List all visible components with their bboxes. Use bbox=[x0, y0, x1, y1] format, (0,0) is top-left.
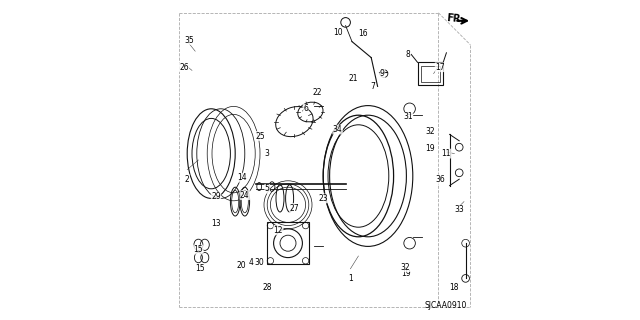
Text: 35: 35 bbox=[184, 36, 194, 44]
Text: 23: 23 bbox=[318, 194, 328, 203]
Text: 16: 16 bbox=[358, 29, 368, 38]
Text: 32: 32 bbox=[400, 263, 410, 272]
Text: 3: 3 bbox=[265, 149, 269, 158]
Text: 12: 12 bbox=[274, 226, 283, 235]
Text: FR.: FR. bbox=[447, 13, 465, 25]
Text: 10: 10 bbox=[333, 28, 342, 36]
Text: 2: 2 bbox=[185, 175, 189, 184]
Bar bbox=[421, 66, 440, 82]
Text: 33: 33 bbox=[454, 205, 464, 214]
Text: 11: 11 bbox=[442, 149, 451, 158]
Text: 25: 25 bbox=[256, 132, 266, 140]
Bar bbox=[268, 222, 309, 264]
Text: 4: 4 bbox=[249, 258, 253, 267]
Text: 32: 32 bbox=[426, 127, 435, 136]
Text: 17: 17 bbox=[435, 63, 445, 72]
Text: 28: 28 bbox=[262, 284, 272, 292]
Text: SJCAA0910: SJCAA0910 bbox=[425, 301, 467, 310]
Text: 8: 8 bbox=[406, 50, 410, 59]
Text: 30: 30 bbox=[254, 258, 264, 267]
Text: 18: 18 bbox=[450, 284, 459, 292]
Text: 9: 9 bbox=[380, 69, 385, 78]
Text: 15: 15 bbox=[193, 245, 204, 254]
Text: 19: 19 bbox=[426, 144, 435, 153]
Text: 14: 14 bbox=[237, 173, 246, 182]
Text: 22: 22 bbox=[312, 88, 321, 97]
Text: 29: 29 bbox=[211, 192, 221, 201]
Text: 31: 31 bbox=[403, 112, 413, 121]
Text: 36: 36 bbox=[435, 175, 445, 184]
Text: 26: 26 bbox=[179, 63, 189, 72]
Bar bbox=[417, 62, 443, 85]
Text: 21: 21 bbox=[349, 74, 358, 83]
Text: 20: 20 bbox=[237, 261, 246, 270]
Text: 24: 24 bbox=[240, 191, 250, 200]
Text: 13: 13 bbox=[211, 220, 221, 228]
Text: 6: 6 bbox=[303, 104, 308, 113]
Text: 19: 19 bbox=[401, 269, 412, 278]
Text: 7: 7 bbox=[371, 82, 375, 91]
Text: 1: 1 bbox=[348, 274, 353, 283]
Text: 27: 27 bbox=[289, 204, 300, 212]
Text: 34: 34 bbox=[333, 125, 342, 134]
Text: 5: 5 bbox=[265, 184, 269, 193]
Text: 15: 15 bbox=[195, 264, 205, 273]
